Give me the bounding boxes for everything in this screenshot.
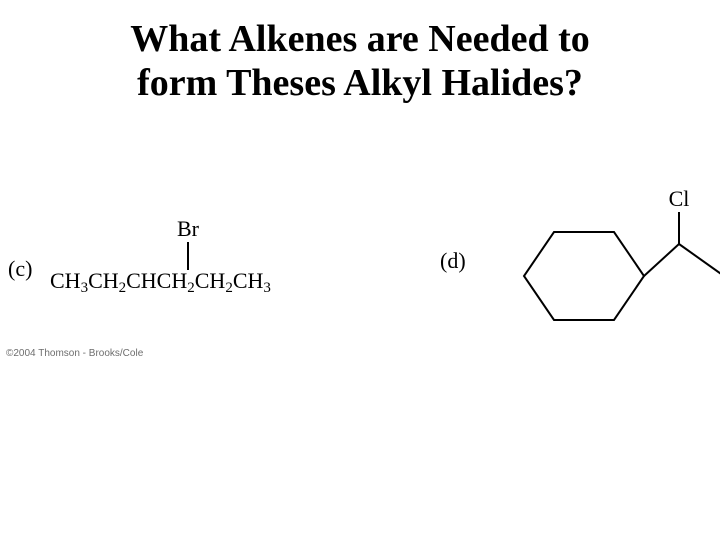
bromine-label: Br (177, 218, 200, 241)
page-title: What Alkenes are Needed to form Theses A… (0, 18, 720, 105)
problem-d: (d) Cl (440, 188, 720, 348)
problem-d-label: (d) (440, 248, 466, 274)
structure-c: Br CH3CH2CHCH2CH2CH3 (50, 218, 370, 318)
problem-c-label: (c) (8, 256, 32, 282)
copyright-text: ©2004 Thomson - Brooks/Cole (6, 348, 143, 359)
title-line-1: What Alkenes are Needed to (0, 18, 720, 62)
structure-d: Cl (484, 188, 720, 348)
bond-methyl (679, 244, 720, 276)
title-line-2: form Theses Alkyl Halides? (0, 62, 720, 106)
problem-c: (c) Br CH3CH2CHCH2CH2CH3 (8, 218, 370, 318)
bond-ring-substituent (644, 244, 679, 276)
cyclohexane-ring (524, 232, 644, 320)
formula-c: CH3CH2CHCH2CH2CH3 (50, 268, 271, 296)
chlorine-label: Cl (668, 188, 689, 211)
